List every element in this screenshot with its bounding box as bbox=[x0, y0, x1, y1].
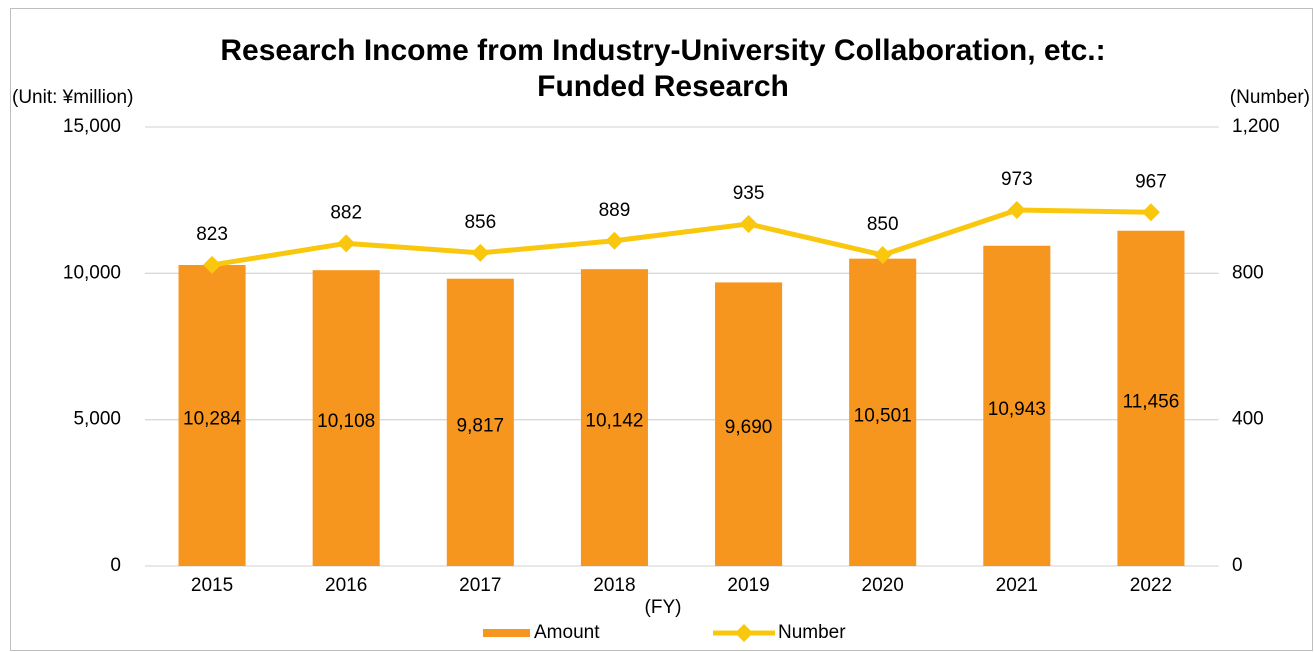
x-tick-label: 2022 bbox=[1130, 575, 1172, 596]
legend-marker bbox=[735, 624, 753, 642]
bar bbox=[1117, 230, 1185, 566]
bar bbox=[715, 282, 783, 566]
bar-value-label: 9,817 bbox=[457, 415, 505, 436]
x-tick-label: 2016 bbox=[325, 575, 367, 596]
x-tick-label: 2018 bbox=[593, 575, 635, 596]
bar bbox=[983, 245, 1051, 566]
line-marker bbox=[203, 255, 222, 274]
y-axis-label: (Unit: ¥million) bbox=[12, 87, 133, 108]
y-tick-label: 10,000 bbox=[63, 262, 121, 283]
chart-title: Funded Research bbox=[537, 70, 789, 103]
y2-tick-label: 0 bbox=[1232, 555, 1243, 576]
x-tick-label: 2019 bbox=[727, 575, 769, 596]
line-marker bbox=[873, 246, 892, 265]
legend-swatch bbox=[483, 629, 530, 637]
chart-title: Research Income from Industry-University… bbox=[220, 34, 1105, 67]
line-marker bbox=[471, 243, 490, 262]
bar bbox=[849, 258, 917, 566]
legend-label: Number bbox=[778, 622, 846, 643]
x-tick-label: 2017 bbox=[459, 575, 501, 596]
y2-tick-label: 400 bbox=[1232, 409, 1264, 430]
line-value-label: 935 bbox=[733, 183, 765, 204]
line bbox=[211, 207, 1151, 268]
bar-value-label: 10,284 bbox=[183, 409, 242, 430]
line-marker bbox=[1141, 203, 1160, 222]
bar-value-label: 10,108 bbox=[317, 411, 375, 432]
bar-value-label: 9,690 bbox=[725, 417, 773, 438]
bar bbox=[580, 269, 648, 566]
y-tick-label: 15,000 bbox=[63, 116, 121, 137]
y2-tick-label: 800 bbox=[1232, 262, 1264, 283]
line-value-label: 973 bbox=[1001, 169, 1033, 190]
line-value-label: 882 bbox=[330, 202, 362, 223]
y2-axis-label: (Number) bbox=[1230, 87, 1310, 108]
y-tick-label: 5,000 bbox=[73, 409, 121, 430]
bar bbox=[178, 265, 246, 566]
line-marker bbox=[1007, 201, 1026, 220]
line-marker bbox=[337, 234, 356, 253]
bar-value-label: 10,142 bbox=[585, 411, 643, 432]
x-tick-label: 2021 bbox=[996, 575, 1038, 596]
legend-label: Amount bbox=[534, 622, 600, 643]
line-value-label: 823 bbox=[196, 224, 228, 245]
line-marker bbox=[739, 214, 758, 233]
y2-tick-label: 1,200 bbox=[1232, 116, 1280, 137]
x-tick-label: 2015 bbox=[191, 575, 233, 596]
bar bbox=[446, 278, 514, 566]
bar-value-label: 11,456 bbox=[1123, 391, 1180, 412]
bar-value-label: 10,501 bbox=[854, 405, 912, 426]
y-tick-label: 0 bbox=[110, 555, 121, 576]
x-axis-label: (FY) bbox=[645, 597, 682, 618]
line-value-label: 967 bbox=[1135, 171, 1167, 192]
line-value-label: 850 bbox=[867, 214, 899, 235]
x-tick-label: 2020 bbox=[862, 575, 904, 596]
line-value-label: 889 bbox=[599, 200, 631, 221]
bar bbox=[312, 270, 380, 566]
line-value-label: 856 bbox=[464, 212, 496, 233]
line-marker bbox=[605, 231, 624, 250]
bar-value-label: 10,943 bbox=[988, 399, 1046, 420]
